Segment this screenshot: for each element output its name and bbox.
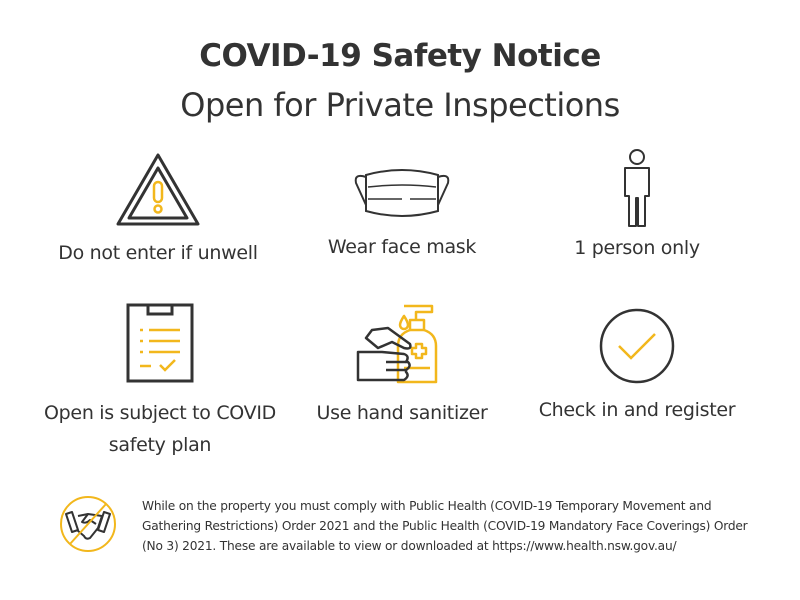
item-mask: Wear face mask: [282, 165, 522, 263]
item-label: Wear face mask: [327, 236, 477, 258]
checkmark-circle-icon: [599, 308, 675, 384]
face-mask-icon: [354, 169, 450, 217]
warning-triangle-icon: [116, 153, 200, 226]
clipboard-checklist-icon: [126, 303, 194, 383]
item-label: Do not enter if unwell: [58, 242, 258, 264]
item-check-in: Check in and register: [517, 306, 757, 426]
item-unwell: Do not enter if unwell: [38, 150, 278, 269]
person-icon: [624, 149, 650, 227]
page-subtitle: Open for Private Inspections: [180, 86, 620, 124]
item-label: Open is subject to COVID safety plan: [44, 402, 276, 456]
item-label: Use hand sanitizer: [316, 402, 488, 424]
item-sanitizer: Use hand sanitizer: [282, 302, 522, 429]
no-handshake-badge: [58, 494, 118, 558]
page-title: COVID-19 Safety Notice: [199, 38, 601, 74]
item-safety-plan: Open is subject to COVID safety plan: [40, 302, 280, 461]
item-one-person: 1 person only: [517, 148, 757, 264]
item-label: Check in and register: [538, 399, 736, 421]
item-label: 1 person only: [574, 237, 700, 259]
hand-sanitizer-icon: [356, 304, 438, 384]
no-handshake-icon: [60, 496, 116, 552]
legal-notice: While on the property you must comply wi…: [142, 499, 748, 553]
